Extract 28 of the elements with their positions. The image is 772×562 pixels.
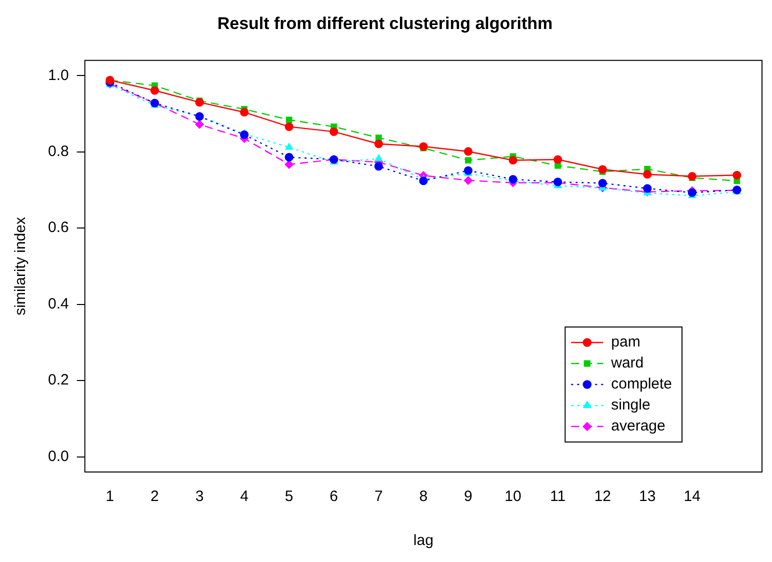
y-tick-label: 0.8	[48, 143, 69, 160]
x-tick-label: 11	[550, 488, 566, 506]
x-tick-label: 14	[684, 488, 700, 506]
y-tick-label: 0.6	[48, 219, 69, 236]
x-tick-label: 13	[639, 488, 656, 506]
x-tick-label: 12	[594, 488, 611, 506]
legend-label: pam	[611, 334, 640, 351]
y-tick-label: 1.0	[48, 66, 69, 84]
legend-label: average	[611, 418, 666, 435]
x-tick-label: 4	[240, 488, 248, 506]
y-tick-label: 0.2	[48, 372, 69, 389]
x-tick-label: 6	[330, 488, 338, 506]
x-tick-label: 10	[504, 488, 522, 506]
x-tick-label: 2	[150, 488, 159, 506]
legend-label: single	[611, 396, 650, 414]
y-tick-label: 0.4	[48, 295, 69, 312]
legend-label: complete	[611, 376, 672, 393]
x-tick-label: 9	[464, 488, 472, 506]
y-tick-label: 0.0	[48, 448, 69, 465]
x-tick-label: 1	[106, 488, 114, 506]
legend-label: ward	[610, 354, 644, 372]
chart-title: Result from different clustering algorithm	[217, 14, 553, 33]
x-axis-title: lag	[413, 532, 434, 550]
y-axis-title: similarity index	[12, 216, 30, 316]
x-tick-label: 3	[195, 488, 204, 506]
x-tick-label: 8	[419, 488, 428, 506]
x-tick-label: 5	[284, 488, 294, 506]
x-tick-label: 7	[374, 488, 383, 506]
